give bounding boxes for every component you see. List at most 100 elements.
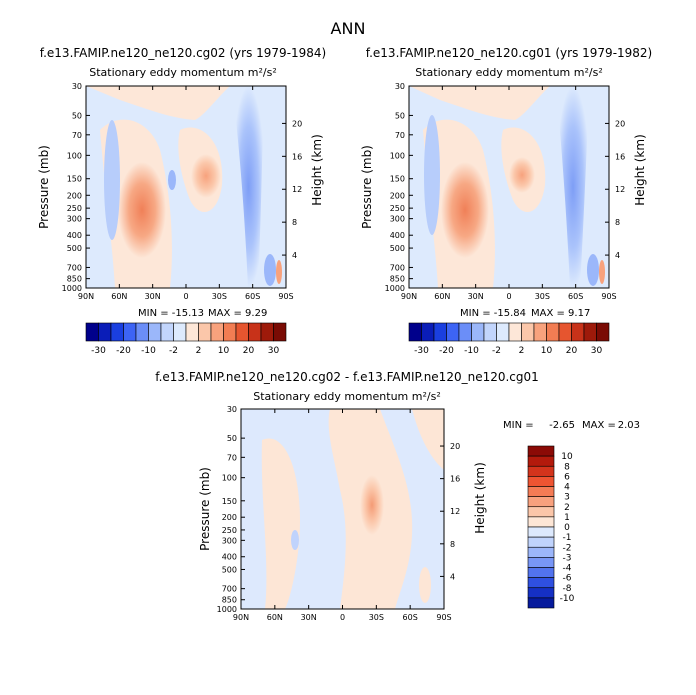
y-tick-label: 850 <box>67 275 82 284</box>
colorbar-swatch <box>571 322 585 342</box>
diff-field <box>241 409 444 609</box>
panel-2-lobe-nh <box>441 162 489 258</box>
colorbar-label: -2 <box>169 346 178 356</box>
colorbar-swatch <box>85 322 99 342</box>
colorbar-swatch <box>527 455 555 467</box>
y-tick-label: 1000 <box>62 284 82 293</box>
colorbar-swatch <box>527 546 555 558</box>
height-tick-label: 16 <box>615 152 625 161</box>
colorbar-swatch <box>273 322 287 342</box>
colorbar-swatch <box>527 496 555 508</box>
diff-max-label: MAX = <box>582 420 616 431</box>
x-tick-label: 60S <box>568 292 583 301</box>
y-tick-label: 700 <box>67 263 82 272</box>
y-tick-label: 500 <box>390 244 405 253</box>
colorbar-label: 20 <box>566 346 578 356</box>
colorbar-swatch <box>110 322 124 342</box>
panel-2-case-title: f.e13.FAMIP.ne120_ne120.cg01 (yrs 1979-1… <box>366 46 653 60</box>
panel-2-positive-sfc <box>599 260 605 284</box>
colorbar-label: 2 <box>564 503 570 513</box>
x-tick-label: 90N <box>401 292 417 301</box>
colorbar-label: 10 <box>561 452 573 462</box>
colorbar-label: -10 <box>560 594 575 604</box>
panel-2: f.e13.FAMIP.ne120_ne120.cg01 (yrs 1979-1… <box>360 46 652 319</box>
colorbar-swatch <box>223 322 237 342</box>
diff-min-label: MIN = <box>503 420 534 431</box>
colorbar-label: 6 <box>564 472 570 482</box>
panel-2-max-label: MAX = 9.17 <box>531 308 590 319</box>
y-tick-label: 400 <box>222 553 237 562</box>
y-tick-label: 300 <box>222 536 237 545</box>
colorbar-swatch <box>160 322 174 342</box>
y-tick-label: 200 <box>67 191 82 200</box>
y-tick-label: 500 <box>67 244 82 253</box>
y-tick-label: 200 <box>390 191 405 200</box>
x-tick-label: 30S <box>212 292 227 301</box>
colorbar-swatch <box>596 322 610 342</box>
y-tick-label: 400 <box>67 231 82 240</box>
x-tick-label: 30N <box>301 613 317 622</box>
colorbar-swatch <box>527 465 555 477</box>
x-tick-label: 60N <box>267 613 283 622</box>
y-tick-label: 30 <box>227 405 237 414</box>
y-tick-label: 850 <box>390 275 405 284</box>
y-tick-label: 150 <box>390 175 405 184</box>
panel-1-negative-nh <box>104 120 120 240</box>
panel-1-negative-band-sh <box>232 86 265 288</box>
height-tick-label: 12 <box>292 185 302 194</box>
colorbar-label: -10 <box>464 346 479 356</box>
colorbar-swatch <box>123 322 137 342</box>
panel-2-ylabel: Pressure (mb) <box>360 145 374 229</box>
colorbar-label: 10 <box>218 346 230 356</box>
x-tick-label: 30S <box>535 292 550 301</box>
colorbar-label: -20 <box>439 346 454 356</box>
panel-1-chart-title: Stationary eddy momentum m²/s² <box>89 66 276 79</box>
x-tick-label: 30N <box>468 292 484 301</box>
panel-1-case-title: f.e13.FAMIP.ne120_ne120.cg02 (yrs 1979-1… <box>40 46 327 60</box>
colorbar-swatch <box>527 445 555 457</box>
colorbar-label: -2 <box>492 346 501 356</box>
colorbar-swatch <box>471 322 485 342</box>
height-tick-label: 16 <box>450 475 460 484</box>
colorbar-swatch <box>260 322 274 342</box>
colorbar-swatch <box>527 536 555 548</box>
y-tick-label: 1000 <box>385 284 405 293</box>
diff-negative-blob <box>291 530 299 550</box>
height-tick-label: 12 <box>450 507 460 516</box>
y-tick-label: 250 <box>67 204 82 213</box>
x-tick-label: 0 <box>183 292 188 301</box>
height-tick-label: 16 <box>292 152 302 161</box>
panel-1-ylabel: Pressure (mb) <box>37 145 51 229</box>
panel-1-negative-sfc <box>264 254 276 286</box>
y-tick-label: 850 <box>222 596 237 605</box>
panel-2-y2label: Height (km) <box>633 134 647 205</box>
page-title: ANN <box>331 19 366 38</box>
panel-2-lobe-eq <box>509 157 535 193</box>
colorbar-label: -20 <box>116 346 131 356</box>
x-tick-label: 30N <box>145 292 161 301</box>
panel-1-negative-small <box>168 170 176 190</box>
x-tick-label: 60S <box>403 613 418 622</box>
colorbar-label: 30 <box>268 346 280 356</box>
colorbar-1: -30 -20 -10 -2 2 10 20 30 <box>85 322 287 356</box>
colorbar-swatch <box>173 322 187 342</box>
colorbar-label: 3 <box>564 493 570 503</box>
colorbar-label: -8 <box>563 584 572 594</box>
axes-layer: 90N 60N 30N 0 30S 60S 90S305070100150200250300… <box>62 82 626 622</box>
y-tick-label: 70 <box>395 131 405 140</box>
panel-1-positive-region-top <box>86 86 230 120</box>
y-tick-label: 400 <box>390 231 405 240</box>
panel-1-positive-sfc <box>276 260 282 284</box>
x-tick-label: 90N <box>78 292 94 301</box>
colorbar-swatch <box>527 557 555 568</box>
colorbar-swatch <box>135 322 149 342</box>
colorbar-swatch <box>210 322 224 342</box>
colorbar-label: 20 <box>243 346 255 356</box>
y-tick-label: 50 <box>395 111 405 120</box>
colorbar-swatch <box>527 577 555 589</box>
colorbar-swatch <box>148 322 162 342</box>
colorbar-label: -3 <box>563 553 572 563</box>
y-tick-label: 100 <box>67 151 82 160</box>
colorbar-label: -4 <box>563 564 572 574</box>
